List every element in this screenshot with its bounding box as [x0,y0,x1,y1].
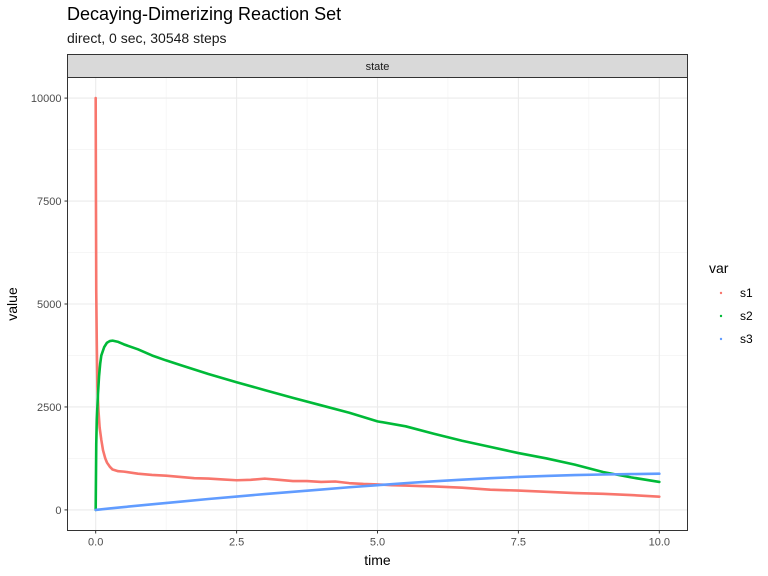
legend-label-s2: s2 [740,309,753,323]
x-axis-title: time [364,552,391,568]
y-tick-label: 10000 [31,93,62,105]
legend-label-s1: s1 [740,286,753,300]
y-axis-title: value [4,287,20,321]
y-tick-label: 7500 [37,196,61,208]
y-tick-label: 5000 [37,299,61,311]
data-series [94,96,661,512]
y-tick-label: 2500 [37,402,61,414]
legend-key-s2 [719,314,723,318]
x-axis-ticks: 0.0 2.5 5.0 7.5 10.0 [88,530,670,549]
legend: var s1 s2 s3 [709,260,753,346]
x-tick-label: 10.0 [649,537,670,549]
gridlines [67,77,688,531]
legend-key-s3 [719,337,723,341]
legend-key-s1 [719,291,723,295]
x-tick-label: 5.0 [370,537,385,549]
series-line-s2 [94,339,661,512]
x-tick-label: 7.5 [511,537,526,549]
legend-label-s3: s3 [740,332,753,346]
series-line-s3 [94,472,661,512]
legend-title: var [709,260,729,276]
chart-title: Decaying-Dimerizing Reaction Set [67,4,341,24]
x-tick-label: 0.0 [88,537,103,549]
y-tick-label: 0 [55,505,61,517]
series-line-s1 [94,96,661,499]
y-axis-ticks: 0 2500 5000 7500 10000 [31,93,68,517]
chart-subtitle: direct, 0 sec, 30548 steps [67,30,227,46]
x-tick-label: 2.5 [229,537,244,549]
facet-strip-label: state [366,61,390,73]
